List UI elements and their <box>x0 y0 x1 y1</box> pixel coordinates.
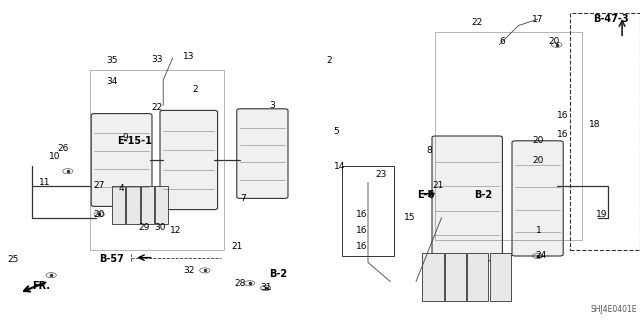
Text: 2: 2 <box>193 85 198 94</box>
FancyBboxPatch shape <box>422 253 444 301</box>
FancyBboxPatch shape <box>467 253 488 301</box>
Text: B-57: B-57 <box>100 254 124 264</box>
FancyBboxPatch shape <box>160 110 218 210</box>
Text: B-47-3: B-47-3 <box>593 14 629 24</box>
FancyBboxPatch shape <box>445 253 466 301</box>
FancyBboxPatch shape <box>512 141 563 256</box>
Text: 20: 20 <box>532 156 543 164</box>
Text: 12: 12 <box>170 226 182 235</box>
Text: 28: 28 <box>234 279 246 288</box>
Text: 20: 20 <box>93 210 105 219</box>
Text: 10: 10 <box>49 152 60 161</box>
Text: 6: 6 <box>500 37 505 46</box>
Text: E-6: E-6 <box>417 190 435 200</box>
Text: 27: 27 <box>93 181 105 190</box>
FancyBboxPatch shape <box>91 114 152 206</box>
Text: 18: 18 <box>589 120 601 129</box>
FancyBboxPatch shape <box>127 186 140 224</box>
FancyBboxPatch shape <box>141 186 154 224</box>
Text: 33: 33 <box>151 55 163 64</box>
FancyBboxPatch shape <box>155 186 168 224</box>
Text: 1: 1 <box>536 226 541 235</box>
FancyBboxPatch shape <box>432 136 502 261</box>
Text: 2: 2 <box>327 56 332 65</box>
Text: 22: 22 <box>471 18 483 27</box>
Text: 20: 20 <box>532 136 543 145</box>
Text: 16: 16 <box>557 130 569 139</box>
Text: 24: 24 <box>535 252 547 260</box>
Text: 16: 16 <box>356 242 367 251</box>
Text: 16: 16 <box>356 226 367 235</box>
Text: 4: 4 <box>119 184 124 193</box>
Text: 21: 21 <box>231 242 243 251</box>
Text: 14: 14 <box>333 162 345 171</box>
Text: 8: 8 <box>426 146 431 155</box>
Text: SHJ4E0401E: SHJ4E0401E <box>590 305 637 314</box>
Text: 34: 34 <box>106 77 118 86</box>
Text: 17: 17 <box>532 15 543 24</box>
Text: 9: 9 <box>122 133 127 142</box>
FancyBboxPatch shape <box>237 109 288 198</box>
Text: 35: 35 <box>106 56 118 65</box>
Text: 3: 3 <box>269 101 275 110</box>
Text: 21: 21 <box>433 181 444 190</box>
Text: FR.: FR. <box>33 281 51 292</box>
Text: B-2: B-2 <box>269 268 287 279</box>
Text: 30: 30 <box>154 223 166 232</box>
Text: 20: 20 <box>548 37 559 46</box>
Text: 13: 13 <box>183 52 195 60</box>
Text: 11: 11 <box>39 178 51 187</box>
Text: 19: 19 <box>596 210 607 219</box>
Text: 22: 22 <box>151 103 163 112</box>
Text: 29: 29 <box>138 223 150 232</box>
Text: 31: 31 <box>260 284 271 292</box>
Text: 23: 23 <box>375 170 387 179</box>
FancyBboxPatch shape <box>490 253 511 301</box>
Text: 16: 16 <box>356 210 367 219</box>
Text: 7: 7 <box>241 194 246 203</box>
Text: 25: 25 <box>7 255 19 264</box>
Text: 16: 16 <box>557 111 569 120</box>
Text: 5: 5 <box>333 127 339 136</box>
Text: B-2: B-2 <box>474 190 492 200</box>
Text: 32: 32 <box>183 266 195 275</box>
Text: 26: 26 <box>57 144 68 153</box>
Text: 15: 15 <box>404 213 415 222</box>
Text: E-15-1: E-15-1 <box>117 136 152 146</box>
FancyBboxPatch shape <box>112 186 125 224</box>
